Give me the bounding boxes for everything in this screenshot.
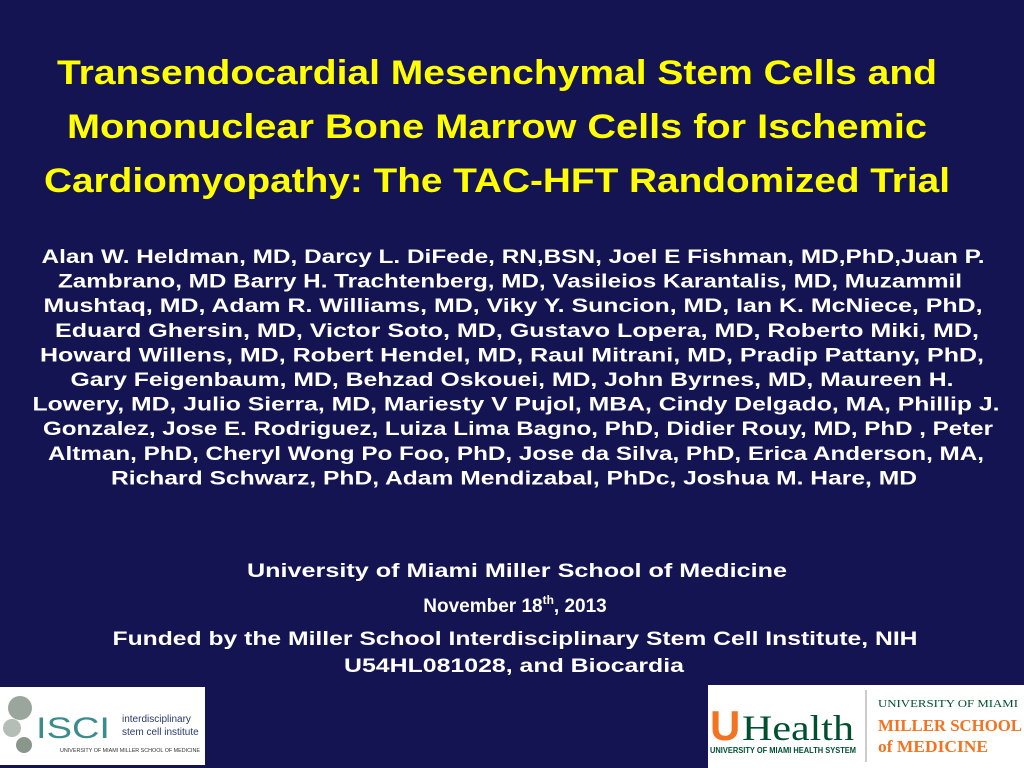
isci-mark: ISCI — [36, 712, 110, 745]
affiliation: University of Miami Miller School of Med… — [247, 561, 787, 582]
miller-text: UNIVERSITY OF MIAMI — [878, 698, 1018, 710]
date-text: , 2013 — [554, 596, 607, 617]
miller-text: MILLER SCHOOL — [878, 716, 1022, 735]
isci-logo: ISCI interdisciplinary stem cell institu… — [0, 687, 205, 765]
author-line: Altman, PhD, Cheryl Wong Po Foo, PhD, Jo… — [48, 444, 984, 465]
isci-text: interdisciplinary — [122, 714, 191, 725]
logo-box — [0, 687, 205, 765]
author-line: Howard Willens, MD, Robert Hendel, MD, R… — [40, 345, 984, 366]
uhealth-word: Health — [742, 708, 854, 748]
uhealth-u: U — [710, 702, 740, 749]
date-text: November 18 — [423, 596, 542, 617]
title-line: Transendocardial Mesenchymal Stem Cells … — [57, 54, 937, 92]
logo-dot — [16, 737, 32, 753]
author-line: Mushtaq, MD, Adam R. Williams, MD, Viky … — [44, 296, 983, 317]
author-line: Gonzalez, Jose E. Rodriguez, Luiza Lima … — [43, 419, 994, 440]
author-line: Richard Schwarz, PhD, Adam Mendizabal, P… — [111, 468, 917, 489]
funding-line: Funded by the Miller School Interdiscipl… — [113, 629, 918, 650]
isci-text: stem cell institute — [122, 727, 199, 738]
author-line: Gary Feigenbaum, MD, Behzad Oskouei, MD,… — [71, 370, 954, 391]
miller-text: of MEDICINE — [878, 737, 988, 756]
author-line: Zambrano, MD Barry H. Trachtenberg, MD, … — [58, 272, 962, 293]
uhealth-footer: UNIVERSITY OF MIAMI HEALTH SYSTEM — [710, 746, 856, 755]
author-line: Lowery, MD, Julio Sierra, MD, Mariesty V… — [33, 395, 1000, 416]
author-line: Alan W. Heldman, MD, Darcy L. DiFede, RN… — [42, 247, 985, 268]
logo-dot — [8, 696, 32, 720]
title-line: Mononuclear Bone Marrow Cells for Ischem… — [67, 108, 927, 146]
isci-footer: UNIVERSITY OF MIAMI MILLER SCHOOL OF MED… — [60, 748, 201, 754]
title-line: Cardiomyopathy: The TAC-HFT Randomized T… — [44, 162, 950, 200]
logo-dot — [3, 719, 21, 737]
author-line: Eduard Ghersin, MD, Victor Soto, MD, Gus… — [55, 321, 979, 342]
authors: Alan W. Heldman, MD, Darcy L. DiFede, RN… — [33, 247, 1000, 489]
date-sup: th — [543, 593, 554, 607]
uhealth-logo: U Health UNIVERSITY OF MIAMI HEALTH SYST… — [708, 685, 1024, 768]
funding-line: U54HL081028, and Biocardia — [344, 656, 685, 677]
date: November 18th, 2013 — [423, 593, 607, 617]
